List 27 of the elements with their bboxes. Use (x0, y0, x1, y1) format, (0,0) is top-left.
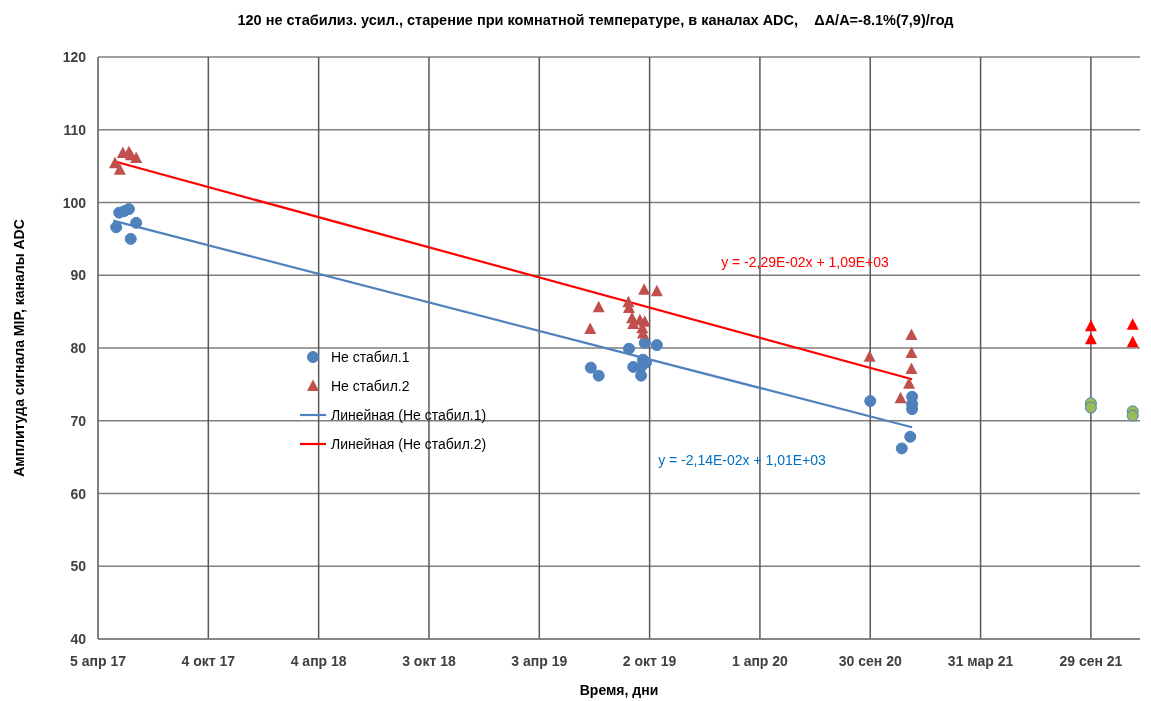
x-tick-label: 3 окт 18 (402, 653, 456, 669)
chart-title: 120 не стабилиз. усил., старение при комнатной температуре, в каналах ADC, ΔA/A=-8.1%(7,9)/год (237, 12, 954, 28)
x-tick-label: 31 мар 21 (947, 653, 1014, 669)
x-tick-label: 29 сен 21 (1059, 653, 1123, 669)
legend-label: Линейная (Не стабил.1) (331, 407, 487, 423)
annotation: y = -2,14E-02x + 1,01E+03 (658, 452, 827, 468)
y-tick-label: 90 (70, 267, 87, 284)
y-tick-label: 60 (70, 485, 87, 502)
x-tick-label: 5 апр 17 (70, 653, 127, 669)
legend-label: Линейная (Не стабил.2) (331, 436, 487, 452)
x-tick-label: 30 сен 20 (838, 653, 902, 669)
y-tick-label: 70 (70, 412, 87, 429)
legend-label: Не стабил.1 (331, 349, 410, 365)
y-tick-label: 50 (70, 558, 87, 575)
x-tick-label: 1 апр 20 (731, 653, 789, 669)
y-axis-title: Амплитуда сигнала MIP, каналы ADC (11, 219, 27, 477)
x-tick-label: 4 апр 18 (290, 653, 347, 669)
y-tick-label: 40 (70, 631, 87, 647)
x-tick-label: 2 окт 19 (622, 653, 677, 669)
legend-label: Не стабил.2 (331, 378, 410, 394)
x-tick-label: 4 окт 17 (181, 653, 236, 669)
x-axis-title: Время, дни (579, 682, 659, 698)
y-tick-label: 110 (63, 121, 87, 138)
y-tick-label: 100 (62, 194, 87, 211)
y-tick-label: 80 (70, 340, 87, 356)
y-tick-label: 120 (62, 49, 87, 65)
x-tick-label: 3 апр 19 (511, 653, 568, 669)
